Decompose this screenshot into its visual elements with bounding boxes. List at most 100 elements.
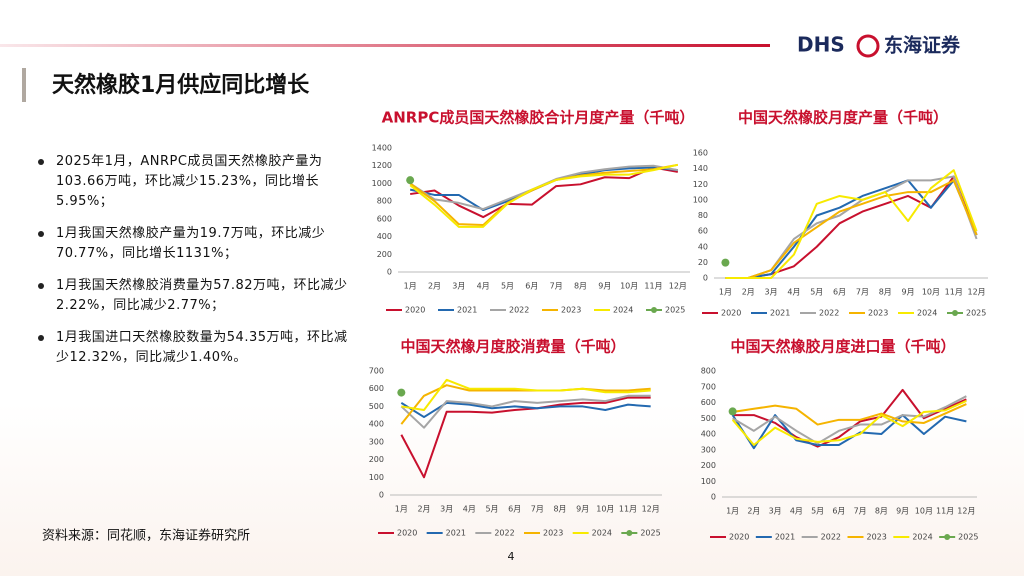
legend-label: 2020	[397, 529, 417, 538]
y-tick-label: 600	[377, 214, 392, 223]
bullet: 1月我国天然橡胶产量为19.7万吨，环比减少70.77%，同比增长1131%；	[38, 224, 350, 264]
y-tick-label: 60	[698, 227, 708, 236]
series-line	[731, 414, 967, 450]
y-tick-label: 100	[693, 195, 708, 204]
series-line	[725, 179, 978, 279]
y-tick-label: 400	[701, 430, 716, 439]
x-tick-label: 10月	[620, 282, 638, 291]
series-line	[732, 403, 967, 426]
series-marker	[406, 176, 415, 185]
y-tick-label: 800	[377, 197, 392, 206]
chart-title: 中国天然橡月度胶消费量（千吨）	[400, 338, 625, 356]
y-tick-label: 120	[693, 180, 708, 189]
y-tick-label: 500	[701, 414, 716, 423]
legend-label: 2023	[867, 533, 887, 542]
x-tick-label: 5月	[485, 505, 498, 514]
legend-label: 2023	[561, 306, 581, 315]
x-tick-label: 8月	[553, 505, 566, 514]
source: 资料来源：同花顺，东海证券研究所	[42, 528, 250, 544]
x-tick-label: 2月	[742, 288, 755, 297]
y-tick-label: 20	[698, 258, 708, 267]
x-tick-label: 2月	[747, 507, 760, 516]
y-tick-label: 140	[693, 164, 708, 173]
x-tick-label: 3月	[440, 505, 453, 514]
x-tick-label: 10月	[922, 288, 940, 297]
legend-label: 2023	[868, 309, 888, 318]
title-bar	[22, 68, 26, 102]
legend-marker	[952, 310, 958, 316]
x-tick-label: 2月	[428, 282, 441, 291]
x-tick-label: 7月	[854, 507, 867, 516]
y-tick-label: 0	[379, 491, 384, 500]
x-tick-label: 7月	[531, 505, 544, 514]
x-tick-label: 8月	[574, 282, 587, 291]
legend-label: 2021	[457, 306, 477, 315]
series-line	[725, 169, 978, 279]
y-tick-label: 40	[698, 242, 708, 251]
x-tick-label: 5月	[501, 282, 514, 291]
chart-title: 中国天然橡胶月度产量（千吨）	[738, 109, 948, 127]
x-tick-label: 6月	[833, 288, 846, 297]
x-tick-label: 4月	[790, 507, 803, 516]
x-tick-label: 5月	[811, 507, 824, 516]
y-tick-label: 160	[693, 149, 708, 158]
logo-name: 东海证券	[884, 34, 961, 57]
x-tick-label: 12月	[957, 507, 975, 516]
x-tick-label: 11月	[945, 288, 963, 297]
legend-label: 2021	[446, 529, 466, 538]
top-rule	[0, 44, 770, 47]
x-tick-label: 1月	[726, 507, 739, 516]
legend-label: 2022	[509, 306, 529, 315]
y-tick-label: 500	[369, 402, 384, 411]
y-tick-label: 700	[701, 382, 716, 391]
series-line	[732, 395, 967, 445]
legend-label: 2025	[665, 306, 685, 315]
x-tick-label: 9月	[598, 282, 611, 291]
legend-label: 2021	[775, 533, 795, 542]
x-tick-label: 4月	[477, 282, 490, 291]
y-tick-label: 0	[387, 268, 392, 277]
x-tick-label: 6月	[525, 282, 538, 291]
x-tick-label: 12月	[967, 288, 985, 297]
y-tick-label: 400	[377, 232, 392, 241]
logo-brand: DHS	[797, 33, 845, 57]
y-tick-label: 1200	[372, 161, 392, 170]
legend-label: 2025	[640, 529, 660, 538]
legend-label: 2020	[721, 309, 741, 318]
legend-label: 2022	[821, 533, 841, 542]
y-tick-label: 0	[711, 493, 716, 502]
legend-label: 2024	[917, 309, 937, 318]
x-tick-label: 7月	[550, 282, 563, 291]
x-tick-label: 7月	[856, 288, 869, 297]
legend-label: 2025	[966, 309, 986, 318]
x-tick-label: 10月	[915, 507, 933, 516]
charts: ANRPC成员国天然橡胶合计月度产量（千吨）020040060080010001…	[369, 109, 988, 542]
x-tick-label: 9月	[896, 507, 909, 516]
legend-label: 2024	[592, 529, 612, 538]
legend-label: 2020	[729, 533, 749, 542]
series-line	[725, 175, 978, 279]
x-tick-label: 11月	[619, 505, 637, 514]
bullet: 1月我国天然橡胶消费量为57.82万吨，环比减少2.22%，同比减少2.77%；	[38, 276, 350, 316]
x-tick-label: 9月	[576, 505, 589, 514]
legend-label: 2021	[770, 309, 790, 318]
logo-icon	[856, 34, 880, 58]
x-tick-label: 8月	[875, 507, 888, 516]
slide-title: 天然橡胶1月供应同比增长	[52, 72, 310, 98]
legend-marker	[651, 307, 657, 313]
legend-marker	[626, 530, 633, 536]
y-tick-label: 0	[703, 274, 708, 283]
legend-label: 2025	[958, 533, 978, 542]
legend-label: 2022	[819, 309, 839, 318]
series-line	[725, 179, 978, 279]
series-marker	[721, 258, 730, 267]
x-tick-label: 6月	[508, 505, 521, 514]
y-tick-label: 1000	[372, 179, 392, 188]
series-line	[410, 166, 679, 219]
y-tick-label: 600	[369, 384, 384, 393]
bullet: 2025年1月，ANRPC成员国天然橡胶产量为103.66万吨，环比减少15.2…	[38, 152, 350, 212]
x-tick-label: 2月	[417, 505, 430, 514]
y-tick-label: 800	[701, 367, 716, 376]
